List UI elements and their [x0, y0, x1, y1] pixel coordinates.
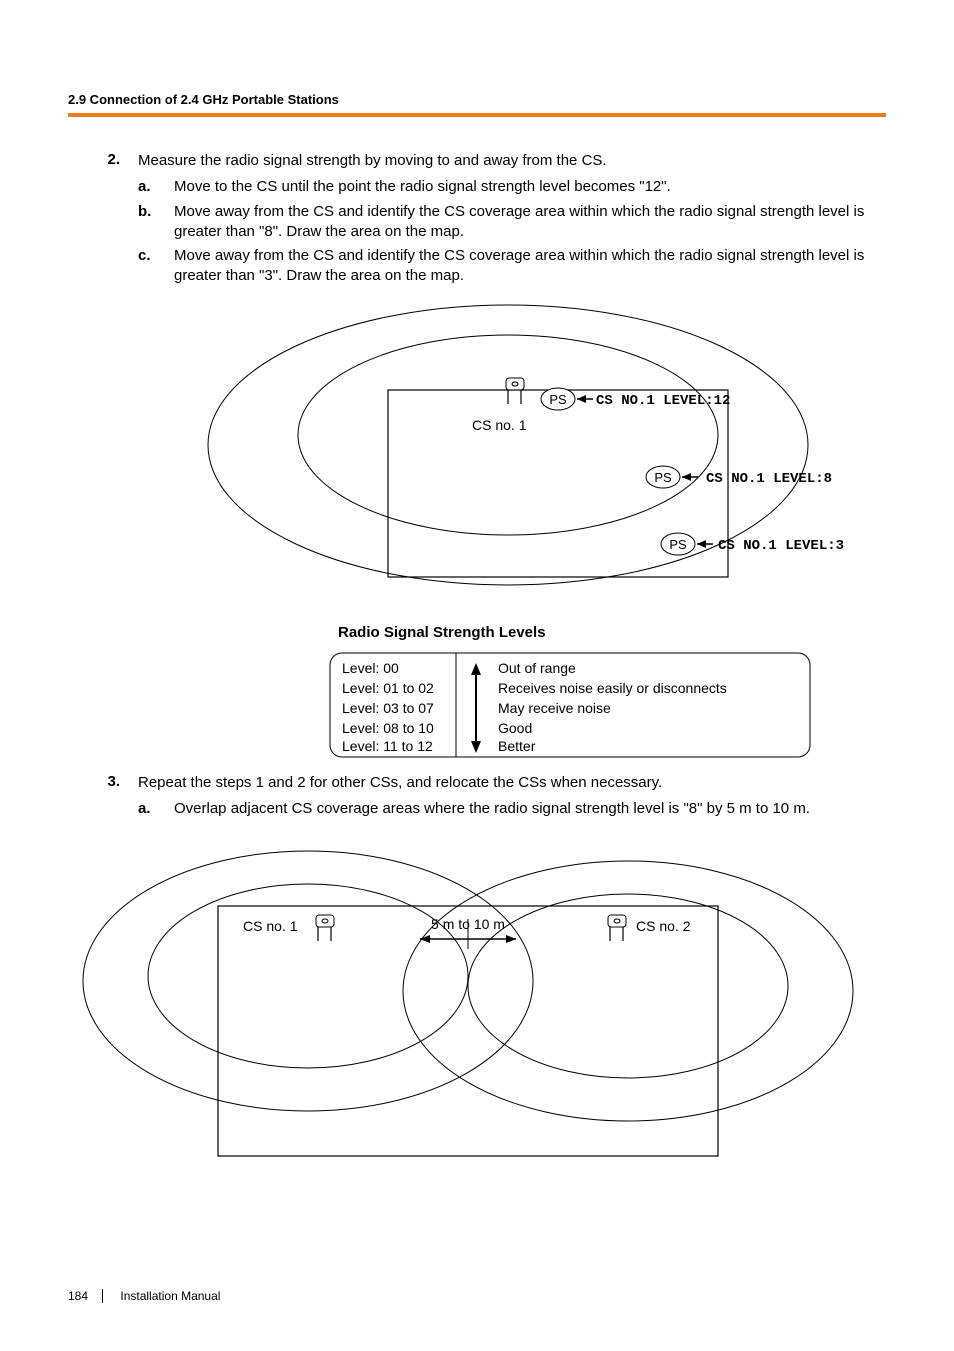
level-row-3-right: Good: [498, 720, 532, 736]
step-2-number: 2.: [68, 151, 138, 769]
overlap-cs2-label: CS no. 2: [636, 918, 691, 934]
ps-label-3: PS: [669, 537, 687, 552]
step-2: 2. Measure the radio signal strength by …: [68, 151, 886, 769]
overlap-cs1-label: CS no. 1: [243, 918, 298, 934]
coverage-diagram: CS no. 1 PS CS NO.1 LEVEL:12 PS: [158, 295, 878, 615]
level-row-4-right: Better: [498, 738, 536, 754]
section-header: 2.9 Connection of 2.4 GHz Portable Stati…: [68, 92, 886, 107]
step-3: 3. Repeat the steps 1 and 2 for other CS…: [68, 773, 886, 824]
step-3a-text: Overlap adjacent CS coverage areas where…: [174, 799, 810, 819]
overlap-distance-label: 5 m to 10 m: [431, 916, 505, 932]
level-row-0-right: Out of range: [498, 660, 576, 676]
readout-2: CS NO.1 LEVEL:8: [706, 471, 832, 487]
step-3-text: Repeat the steps 1 and 2 for other CSs, …: [138, 774, 662, 791]
step-3a-number: a.: [138, 799, 174, 819]
step-2c: c. Move away from the CS and identify th…: [138, 246, 888, 287]
level-row-1-left: Level: 01 to 02: [342, 680, 434, 696]
level-row-2-left: Level: 03 to 07: [342, 700, 434, 716]
step-2a-text: Move to the CS until the point the radio…: [174, 177, 671, 197]
level-row-3-left: Level: 08 to 10: [342, 720, 434, 736]
levels-table: Level: 00 Level: 01 to 02 Level: 03 to 0…: [328, 651, 888, 761]
step-2-text: Measure the radio signal strength by mov…: [138, 152, 607, 169]
step-2c-text: Move away from the CS and identify the C…: [174, 246, 888, 287]
step-2b-number: b.: [138, 202, 174, 243]
footer-title: Installation Manual: [120, 1289, 220, 1303]
readout-1: CS NO.1 LEVEL:12: [596, 393, 730, 409]
cs1-label: CS no. 1: [472, 417, 527, 433]
page-footer: 184 Installation Manual: [68, 1289, 220, 1303]
level-row-1-right: Receives noise easily or disconnects: [498, 680, 727, 696]
page-number: 184: [68, 1289, 103, 1303]
step-2a-number: a.: [138, 177, 174, 197]
level-row-4-left: Level: 11 to 12: [342, 738, 433, 754]
levels-title: Radio Signal Strength Levels: [338, 623, 888, 643]
step-2a: a. Move to the CS until the point the ra…: [138, 177, 888, 197]
step-3-number: 3.: [68, 773, 138, 824]
step-3a: a. Overlap adjacent CS coverage areas wh…: [138, 799, 886, 819]
level-row-2-right: May receive noise: [498, 700, 611, 716]
step-2c-number: c.: [138, 246, 174, 287]
step-2b-text: Move away from the CS and identify the C…: [174, 202, 888, 243]
ps-label-2: PS: [654, 470, 672, 485]
step-2b: b. Move away from the CS and identify th…: [138, 202, 888, 243]
readout-3: CS NO.1 LEVEL:3: [718, 538, 844, 554]
header-rule: [68, 113, 886, 117]
ps-label-1: PS: [549, 392, 567, 407]
overlap-diagram: CS no. 1 CS no. 2 5 m to 10 m: [68, 831, 888, 1161]
level-row-0-left: Level: 00: [342, 660, 399, 676]
